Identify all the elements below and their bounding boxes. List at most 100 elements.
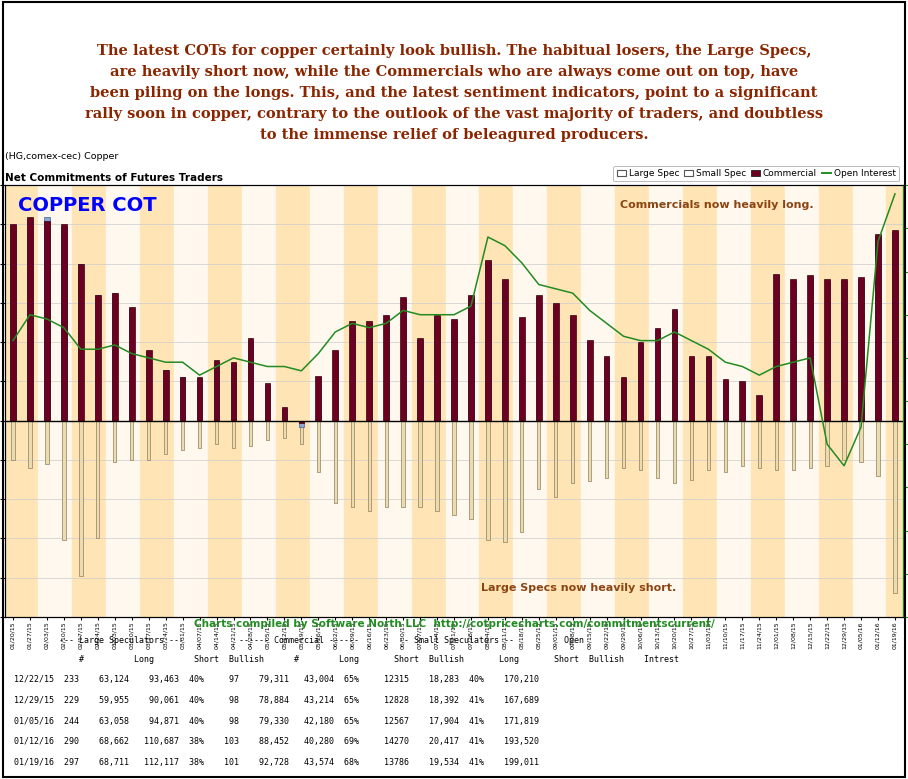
Bar (130, 421, 133, 460)
Bar (163, 370, 169, 421)
Bar (554, 421, 558, 497)
Bar (756, 397, 762, 421)
Bar (622, 421, 626, 467)
Bar (451, 321, 457, 421)
Bar (858, 280, 864, 421)
Bar (368, 421, 370, 511)
Bar (281, 407, 287, 421)
Bar (649, 185, 666, 617)
Bar (45, 421, 49, 464)
Text: #          Long        Short  Bullish      #        Long       Short  Bullish   : # Long Short Bullish # Long Short Bullis… (14, 655, 678, 664)
Bar (264, 383, 271, 421)
Bar (419, 421, 421, 507)
Legend: Large Spec, Small Spec, Commercial, Open Interest: Large Spec, Small Spec, Commercial, Open… (614, 166, 899, 182)
Bar (215, 421, 218, 444)
Bar (775, 421, 778, 470)
Bar (853, 185, 870, 617)
Text: 12/29/15  229    59,955    90,061  40%     98    78,884   43,214  65%     12828 : 12/29/15 229 59,955 90,061 40% 98 78,884… (14, 696, 538, 705)
Bar (333, 421, 337, 503)
Text: The latest COTs for copper certainly look bullish. The habitual losers, the Larg: The latest COTs for copper certainly loo… (85, 44, 823, 143)
Bar (231, 364, 236, 421)
Bar (249, 421, 252, 446)
Bar (462, 185, 479, 617)
Bar (689, 358, 694, 421)
Bar (259, 185, 276, 617)
Bar (366, 321, 372, 421)
Bar (22, 185, 38, 617)
Bar (213, 360, 220, 421)
Bar (893, 232, 898, 421)
Bar (700, 185, 717, 617)
Bar (824, 281, 830, 421)
Bar (140, 185, 157, 617)
Bar (174, 185, 191, 617)
Bar (768, 185, 785, 617)
Bar (835, 185, 853, 617)
Bar (802, 185, 819, 617)
Bar (739, 382, 745, 421)
Bar (282, 421, 286, 439)
Bar (96, 421, 100, 538)
Bar (843, 421, 845, 460)
Bar (537, 297, 541, 421)
Bar (299, 421, 304, 427)
Bar (181, 421, 184, 450)
Bar (859, 421, 863, 462)
Bar (479, 185, 497, 617)
Bar (842, 281, 846, 421)
Bar (841, 280, 847, 421)
Bar (757, 421, 761, 467)
Bar (242, 185, 259, 617)
Bar (666, 185, 683, 617)
Bar (27, 219, 33, 421)
Bar (487, 421, 489, 541)
Bar (114, 421, 116, 462)
Bar (418, 340, 423, 421)
Bar (180, 378, 185, 421)
Bar (791, 281, 795, 421)
Bar (452, 421, 456, 515)
Bar (146, 350, 152, 421)
Bar (12, 421, 15, 460)
Bar (360, 185, 378, 617)
Bar (790, 280, 796, 421)
Text: Commercials now heavily long.: Commercials now heavily long. (620, 200, 814, 210)
Bar (78, 264, 84, 421)
Bar (73, 185, 89, 617)
Bar (418, 338, 423, 421)
Bar (469, 421, 472, 519)
Bar (44, 220, 50, 421)
Bar (553, 305, 558, 421)
Bar (717, 185, 734, 617)
Text: 01/12/16  290    68,662   110,687  38%    103    88,452   40,280  69%     14270 : 01/12/16 290 68,662 110,687 38% 103 88,4… (14, 737, 538, 746)
Bar (570, 315, 576, 421)
Bar (875, 236, 881, 421)
Text: COPPER COT: COPPER COT (18, 196, 157, 215)
Bar (163, 370, 168, 421)
Bar (870, 185, 886, 617)
Bar (146, 352, 152, 421)
Text: 12/22/15  233    63,124    93,463  40%     97    79,311   43,004  65%     12315 : 12/22/15 233 63,124 93,463 40% 97 79,311… (14, 675, 538, 685)
Bar (157, 185, 174, 617)
Bar (655, 329, 660, 421)
Bar (825, 421, 829, 466)
Bar (327, 185, 344, 617)
Bar (893, 231, 898, 421)
Bar (434, 315, 439, 421)
Bar (315, 375, 321, 421)
Bar (38, 185, 55, 617)
Bar (530, 185, 548, 617)
Bar (751, 185, 768, 617)
Bar (548, 185, 564, 617)
Bar (587, 340, 593, 421)
Bar (266, 421, 269, 440)
Bar (383, 315, 389, 421)
Bar (621, 379, 627, 421)
Bar (180, 378, 185, 421)
Bar (367, 323, 371, 421)
Bar (875, 234, 881, 421)
Bar (208, 185, 225, 617)
Bar (63, 421, 65, 541)
Bar (520, 421, 524, 533)
Bar (384, 421, 388, 507)
